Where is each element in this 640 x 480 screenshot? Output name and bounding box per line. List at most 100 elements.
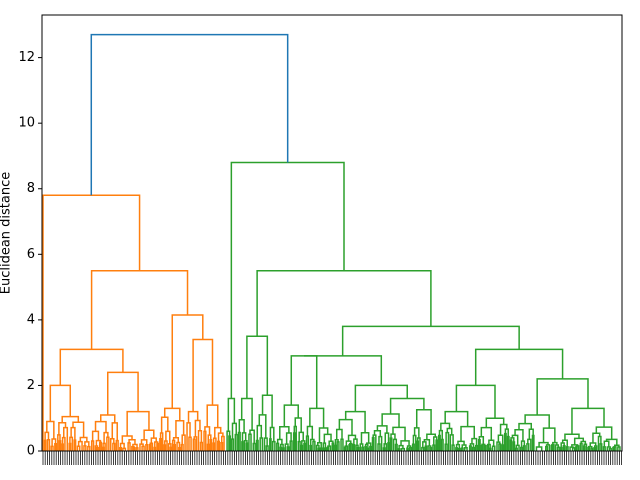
dendrogram-link — [535, 446, 543, 451]
dendrogram-link — [356, 446, 360, 451]
dendrogram-link — [424, 445, 428, 451]
dendrogram-link — [227, 397, 236, 432]
dendrogram-link — [416, 440, 420, 451]
dendrogram-link — [238, 419, 245, 433]
dendrogram-link — [614, 444, 620, 447]
dendrogram-link — [258, 414, 267, 439]
dendrogram-link — [387, 442, 390, 451]
dendrogram-link — [245, 442, 249, 451]
dendrogram-link — [240, 397, 253, 431]
dendrogram-link — [87, 445, 91, 451]
dendrogram-link — [509, 439, 513, 451]
dendrogram-link — [90, 269, 189, 350]
y-axis-label: Euclidean distance — [0, 172, 14, 295]
dendrogram-link — [455, 384, 496, 419]
dendrogram-link — [217, 440, 221, 451]
dendrogram-link — [230, 161, 345, 399]
dendrogram-link — [389, 397, 425, 414]
dendrogram-link — [331, 442, 335, 451]
dendrogram-link — [559, 446, 563, 451]
dendrogram-link — [289, 440, 293, 451]
dendrogram-link — [126, 410, 150, 436]
dendrogram-link — [376, 425, 388, 434]
dendrogram-link — [292, 432, 296, 451]
dendrogram-link — [115, 439, 119, 451]
dendrogram-link — [83, 445, 87, 451]
dendrogram-link — [564, 433, 580, 441]
dendrogram-link — [101, 446, 105, 451]
dendrogram-link — [440, 422, 451, 431]
dendrogram-link — [474, 348, 564, 386]
dendrogram-link — [156, 442, 160, 451]
dendrogram-link — [477, 439, 481, 451]
dendrogram-link — [159, 438, 163, 451]
dendrogram-link — [556, 446, 560, 451]
dendrogram-link — [336, 441, 340, 451]
dendrogram-link — [304, 355, 383, 386]
dendrogram-link — [506, 435, 510, 451]
dendrogram-link — [562, 445, 566, 451]
dendrogram-link — [269, 438, 272, 451]
dendrogram-link — [394, 443, 398, 451]
dendrogram-link — [169, 446, 173, 451]
dendrogram-link — [265, 445, 269, 451]
dendrogram-link — [259, 437, 264, 451]
dendrogram-link — [353, 438, 358, 446]
dendrogram-link — [261, 394, 273, 428]
dendrogram-link — [171, 314, 204, 409]
dendrogram-link — [491, 445, 496, 451]
dendrogram-link — [451, 444, 455, 451]
dendrogram-link — [526, 443, 530, 451]
dendrogram-link — [237, 431, 241, 451]
dendrogram-link — [480, 444, 484, 451]
dendrogram-link — [486, 444, 490, 451]
dendrogram-link — [423, 439, 431, 447]
dendrogram-link — [50, 445, 54, 451]
dendrogram-link — [90, 440, 95, 451]
dendrogram-link — [348, 443, 352, 451]
dendrogram-link — [438, 434, 441, 451]
dendrogram-link — [444, 410, 469, 427]
dendrogram-link — [468, 445, 472, 451]
dendrogram-link — [255, 439, 259, 451]
dendrogram-link — [408, 446, 413, 451]
dendrogram-link — [602, 446, 606, 451]
dendrogram-link — [340, 438, 344, 451]
dendrogram-link — [542, 427, 556, 443]
dendrogram-link — [579, 442, 583, 451]
dendrogram-link — [326, 446, 330, 451]
plot-frame — [41, 14, 623, 452]
dendrogram-link — [163, 444, 167, 451]
dendrogram-link — [303, 442, 307, 451]
dendrogram-link — [241, 441, 244, 451]
dendrogram-link — [248, 433, 252, 451]
dendrogram-link — [617, 446, 621, 451]
dendrogram-link — [43, 439, 47, 451]
dendrogram-link — [309, 444, 313, 451]
dendrogram-link — [212, 442, 216, 451]
dendrogram-link — [364, 445, 367, 451]
dendrogram-link — [76, 445, 81, 451]
dendrogram-link — [297, 440, 301, 451]
dendrogram-link — [228, 435, 232, 451]
root-link — [90, 33, 289, 196]
dendrogram-link — [599, 443, 603, 451]
dendrogram-link — [192, 338, 214, 412]
y-tick-label: 2 — [27, 378, 35, 393]
dendrogram-link — [334, 444, 337, 451]
dendrogram-link — [377, 443, 381, 451]
dendrogram-link — [192, 438, 196, 451]
dendrogram-link — [587, 446, 591, 451]
dendrogram-link — [536, 378, 589, 415]
dendrogram-link — [318, 427, 329, 443]
dendrogram-link — [59, 348, 124, 386]
y-axis: 0 2 4 6 8 10 12 — [18, 50, 42, 459]
dendrogram-link — [234, 433, 238, 451]
dendrogram-link — [46, 439, 51, 451]
dendrogram-link — [503, 432, 507, 451]
dendrogram-link — [435, 439, 439, 451]
dendrogram-link — [107, 371, 139, 415]
dendrogram-link — [440, 438, 444, 451]
dendrogram-link — [246, 335, 269, 399]
dendrogram-link — [341, 325, 520, 356]
